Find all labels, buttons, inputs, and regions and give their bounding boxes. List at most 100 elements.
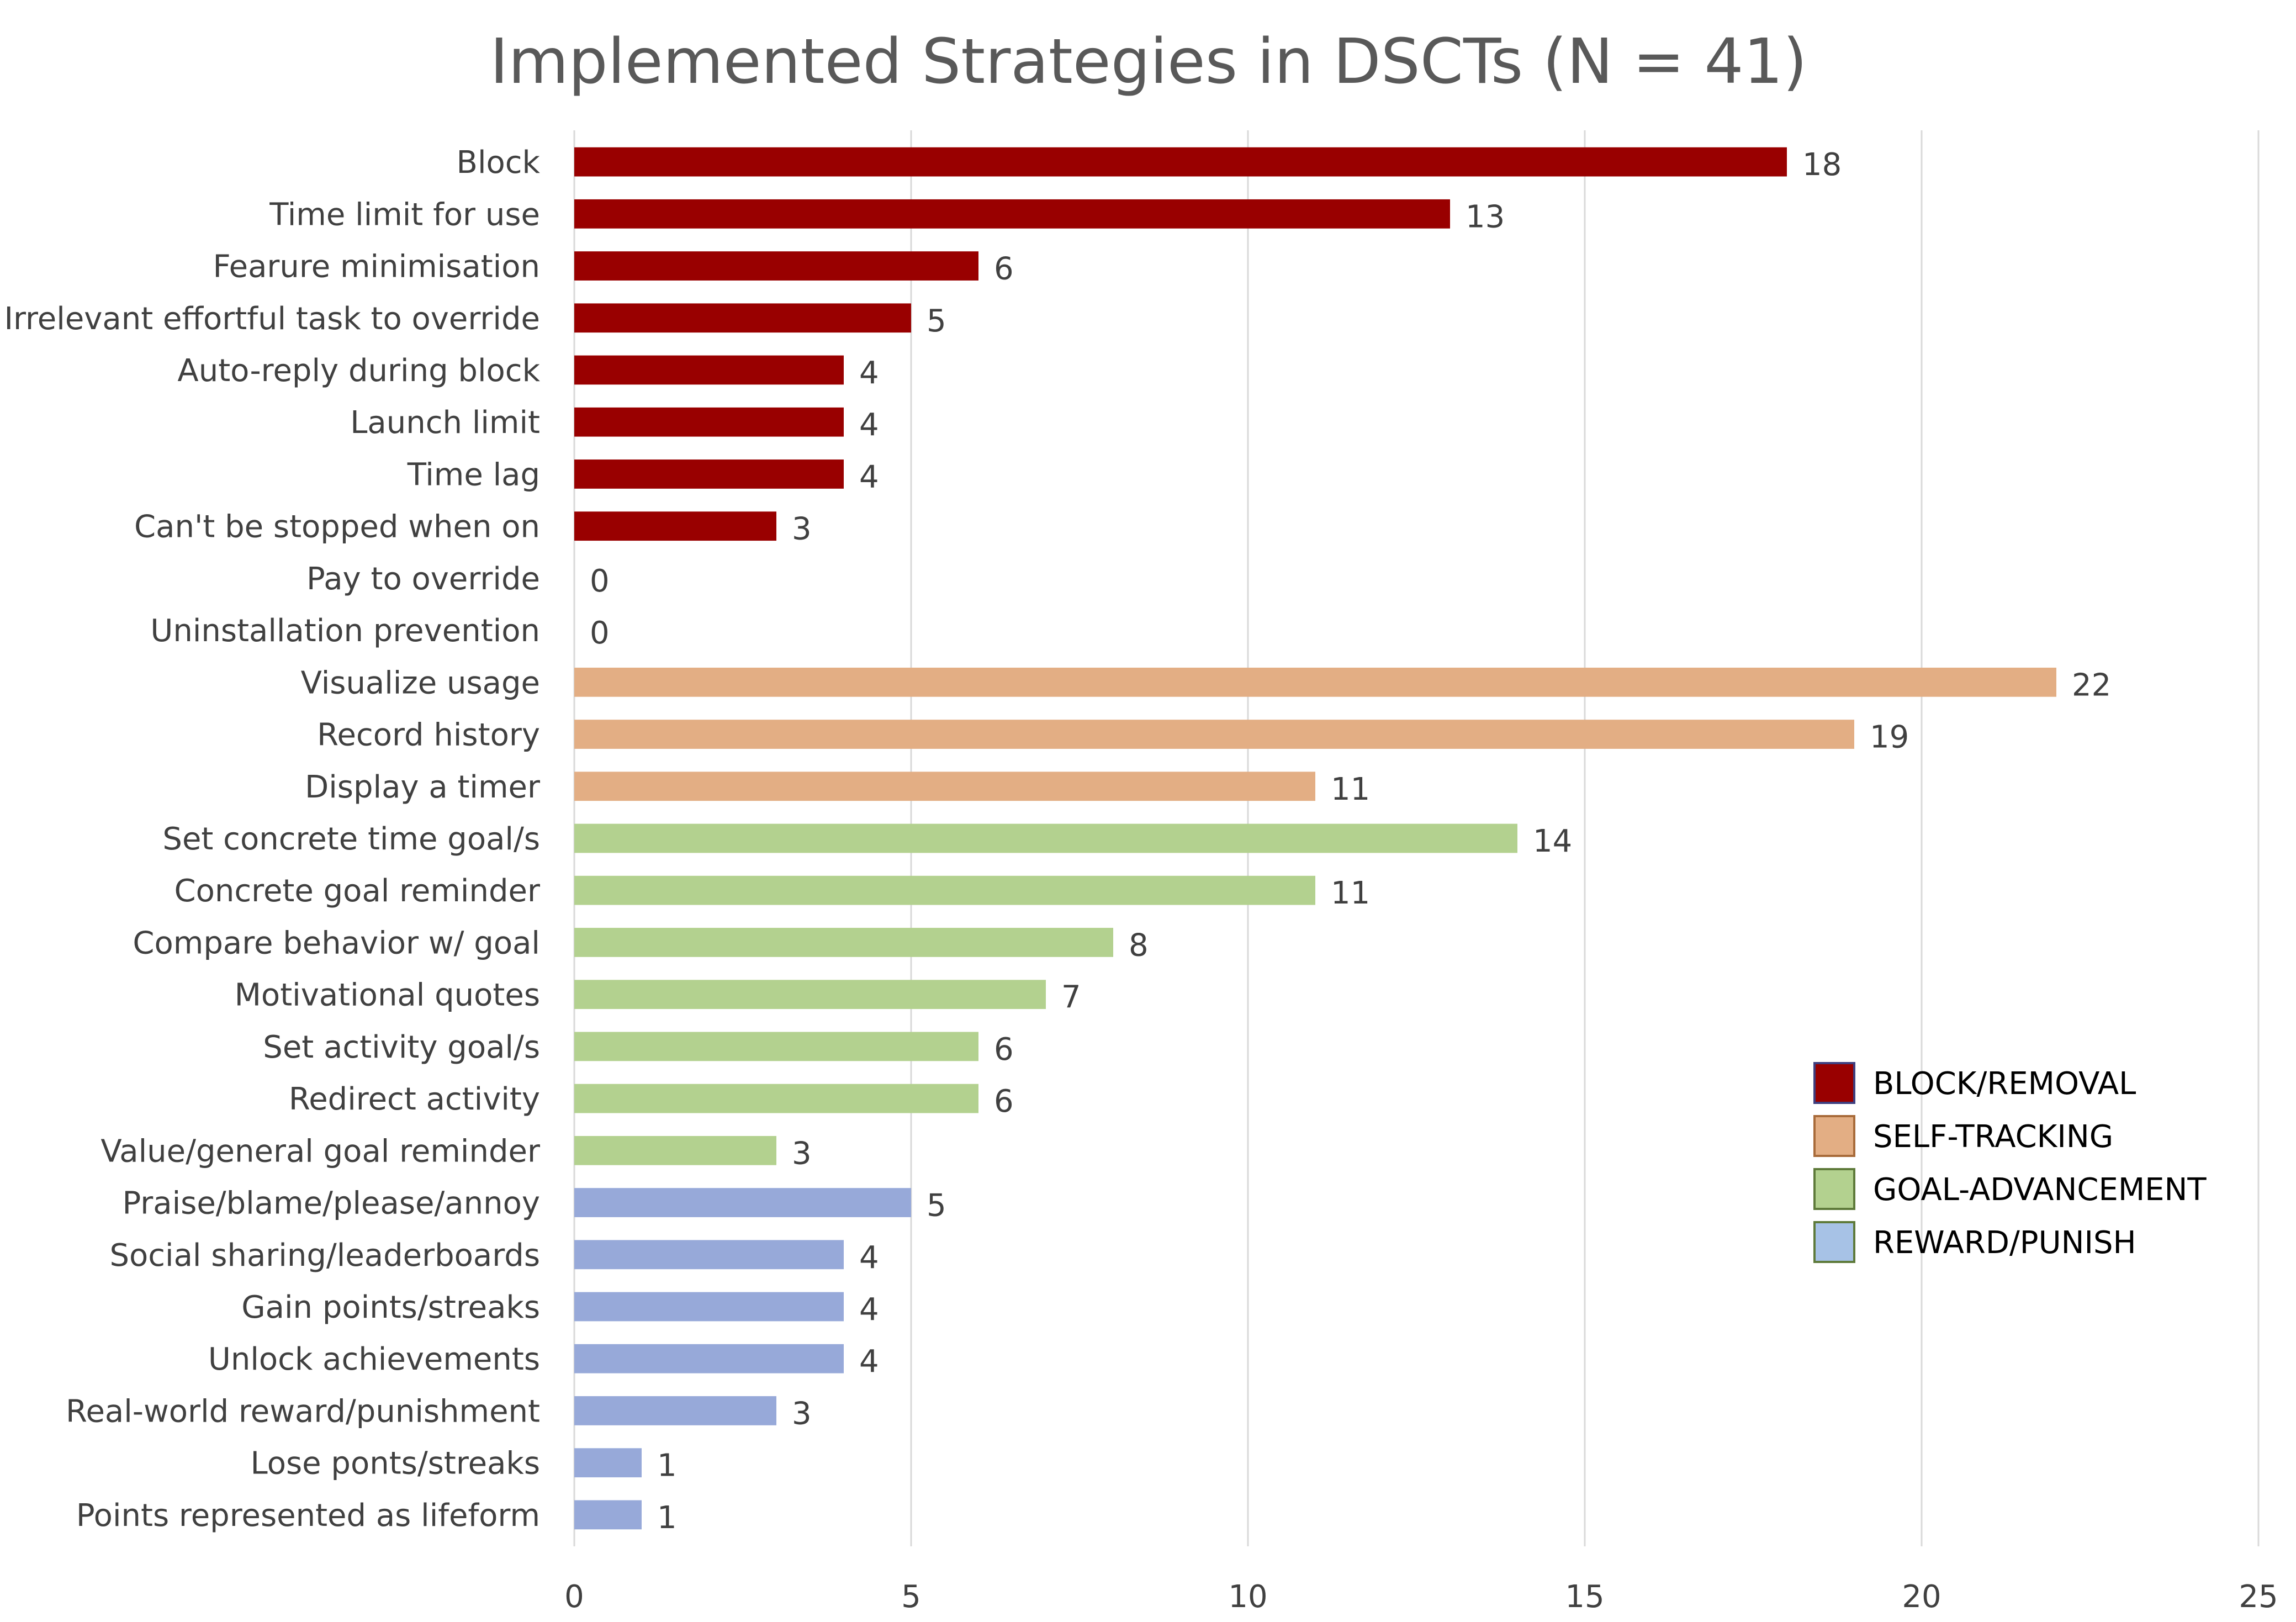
data-label: 19 [1870, 720, 1909, 755]
bar [574, 1344, 844, 1373]
data-label: 18 [1802, 147, 1842, 183]
legend-label: GOAL-ADVANCEMENT [1873, 1172, 2207, 1208]
category-label: Compare behavior w/ goal [133, 925, 540, 961]
data-label: 6 [994, 1032, 1014, 1068]
data-label: 6 [994, 1084, 1014, 1119]
chart-title: Implemented Strategies in DSCTs (N = 41) [490, 26, 1807, 98]
category-label: Concrete goal reminder [174, 873, 541, 909]
legend-label: BLOCK/REMOVAL [1873, 1066, 2136, 1102]
data-label: 4 [859, 1344, 879, 1380]
category-label: Set concrete time goal/s [162, 821, 540, 857]
x-tick-label: 10 [1228, 1579, 1267, 1615]
bars [574, 147, 2056, 1530]
bar [574, 1292, 844, 1322]
data-label: 3 [792, 1396, 812, 1431]
data-label: 4 [859, 459, 879, 495]
bar [574, 1032, 978, 1061]
category-label: Can't be stopped when on [134, 509, 540, 545]
bar [574, 1500, 642, 1530]
bar [574, 875, 1315, 905]
category-label: Uninstallation prevention [150, 613, 540, 649]
bar [574, 980, 1046, 1010]
data-label: 5 [927, 1188, 946, 1224]
data-label: 8 [1129, 927, 1149, 963]
category-label: Fearure minimisation [213, 249, 540, 285]
category-label: Pay to override [306, 561, 540, 597]
category-label: Redirect activity [289, 1081, 540, 1117]
category-label: Display a timer [305, 769, 541, 805]
x-tick-label: 0 [564, 1579, 584, 1615]
category-label: Gain points/streaks [241, 1290, 540, 1325]
data-label: 22 [2072, 667, 2111, 703]
category-label: Value/general goal reminder [100, 1133, 541, 1169]
category-labels: Block Time limit for use Fearure minimisat… [4, 145, 541, 1534]
legend-swatch [1813, 1221, 1855, 1263]
data-label: 11 [1331, 772, 1370, 807]
category-label: Motivational quotes [235, 978, 540, 1013]
data-label: 6 [994, 251, 1014, 287]
x-tick-label: 25 [2239, 1579, 2278, 1615]
bar [574, 459, 844, 489]
data-label: 13 [1466, 199, 1505, 235]
bar [574, 407, 844, 437]
bar [574, 1084, 978, 1113]
bar [574, 1396, 776, 1425]
category-label: Block [457, 145, 541, 181]
data-label: 4 [859, 355, 879, 391]
category-label: Visualize usage [301, 665, 540, 701]
legend-swatch [1813, 1062, 1855, 1104]
legend-label: REWARD/PUNISH [1873, 1225, 2136, 1261]
data-label: 4 [859, 1240, 879, 1276]
category-label: Set activity goal/s [263, 1029, 540, 1065]
bar [574, 1240, 844, 1270]
bar [574, 1135, 776, 1165]
data-label: 1 [657, 1500, 677, 1536]
legend-swatch [1813, 1115, 1855, 1157]
category-label: Real-world reward/punishment [66, 1393, 540, 1429]
category-label: Time lag [407, 457, 540, 493]
category-label: Lose ponts/streaks [250, 1446, 540, 1482]
category-label: Praise/blame/please/annoy [122, 1186, 540, 1222]
category-label: Time limit for use [269, 197, 540, 233]
x-tick-label: 15 [1565, 1579, 1604, 1615]
legend: BLOCK/REMOVAL SELF-TRACKING GOAL-ADVANCEME… [1813, 1062, 2207, 1263]
category-label: Unlock achievements [208, 1341, 540, 1377]
bar [574, 199, 1450, 229]
bar [574, 928, 1113, 957]
bar [574, 251, 978, 281]
bar [574, 720, 1854, 749]
x-tick-label: 5 [901, 1579, 921, 1615]
bar [574, 823, 1517, 853]
bar [574, 1188, 911, 1217]
data-label: 5 [927, 303, 946, 339]
data-label: 0 [590, 615, 610, 651]
category-label: Record history [317, 717, 540, 753]
legend-swatch [1813, 1168, 1855, 1210]
data-label: 7 [1061, 980, 1081, 1016]
x-axis-ticks: 0 5 10 15 20 25 [564, 1579, 2278, 1615]
data-label: 3 [792, 511, 812, 547]
category-label: Auto-reply during block [177, 353, 540, 389]
data-label: 11 [1331, 875, 1370, 911]
data-label: 14 [1533, 823, 1572, 859]
category-label: Points represented as lifeform [76, 1498, 540, 1534]
category-label: Irrelevant effortful task to override [4, 301, 540, 337]
bar [574, 303, 911, 333]
bar [574, 772, 1315, 801]
bar [574, 1448, 642, 1478]
bar [574, 667, 2056, 697]
x-tick-label: 20 [1902, 1579, 1941, 1615]
data-label: 3 [792, 1135, 812, 1171]
bar [574, 355, 844, 385]
category-label: Launch limit [350, 405, 540, 441]
legend-label: SELF-TRACKING [1873, 1119, 2113, 1155]
data-label: 0 [590, 563, 610, 599]
data-label: 4 [859, 407, 879, 443]
data-label: 4 [859, 1292, 879, 1328]
bar [574, 511, 776, 541]
category-label: Social sharing/leaderboards [109, 1238, 540, 1274]
bar [574, 147, 1787, 177]
